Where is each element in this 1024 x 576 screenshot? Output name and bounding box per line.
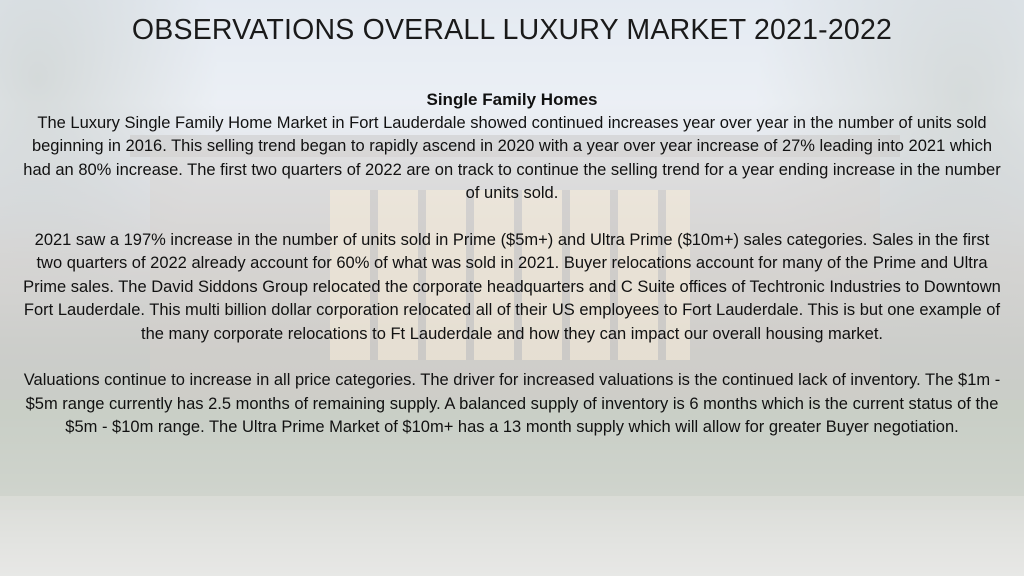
section-subheading: Single Family Homes [426,90,598,109]
paragraph-units-sold: The Luxury Single Family Home Market in … [23,113,1001,203]
paragraph-prime-sales: 2021 saw a 197% increase in the number o… [23,230,1001,343]
slide-body: Single Family Homes The Luxury Single Fa… [22,88,1002,463]
slide-title: OBSERVATIONS OVERALL LUXURY MARKET 2021-… [131,14,893,46]
paragraph-valuations: Valuations continue to increase in all p… [23,371,1001,436]
